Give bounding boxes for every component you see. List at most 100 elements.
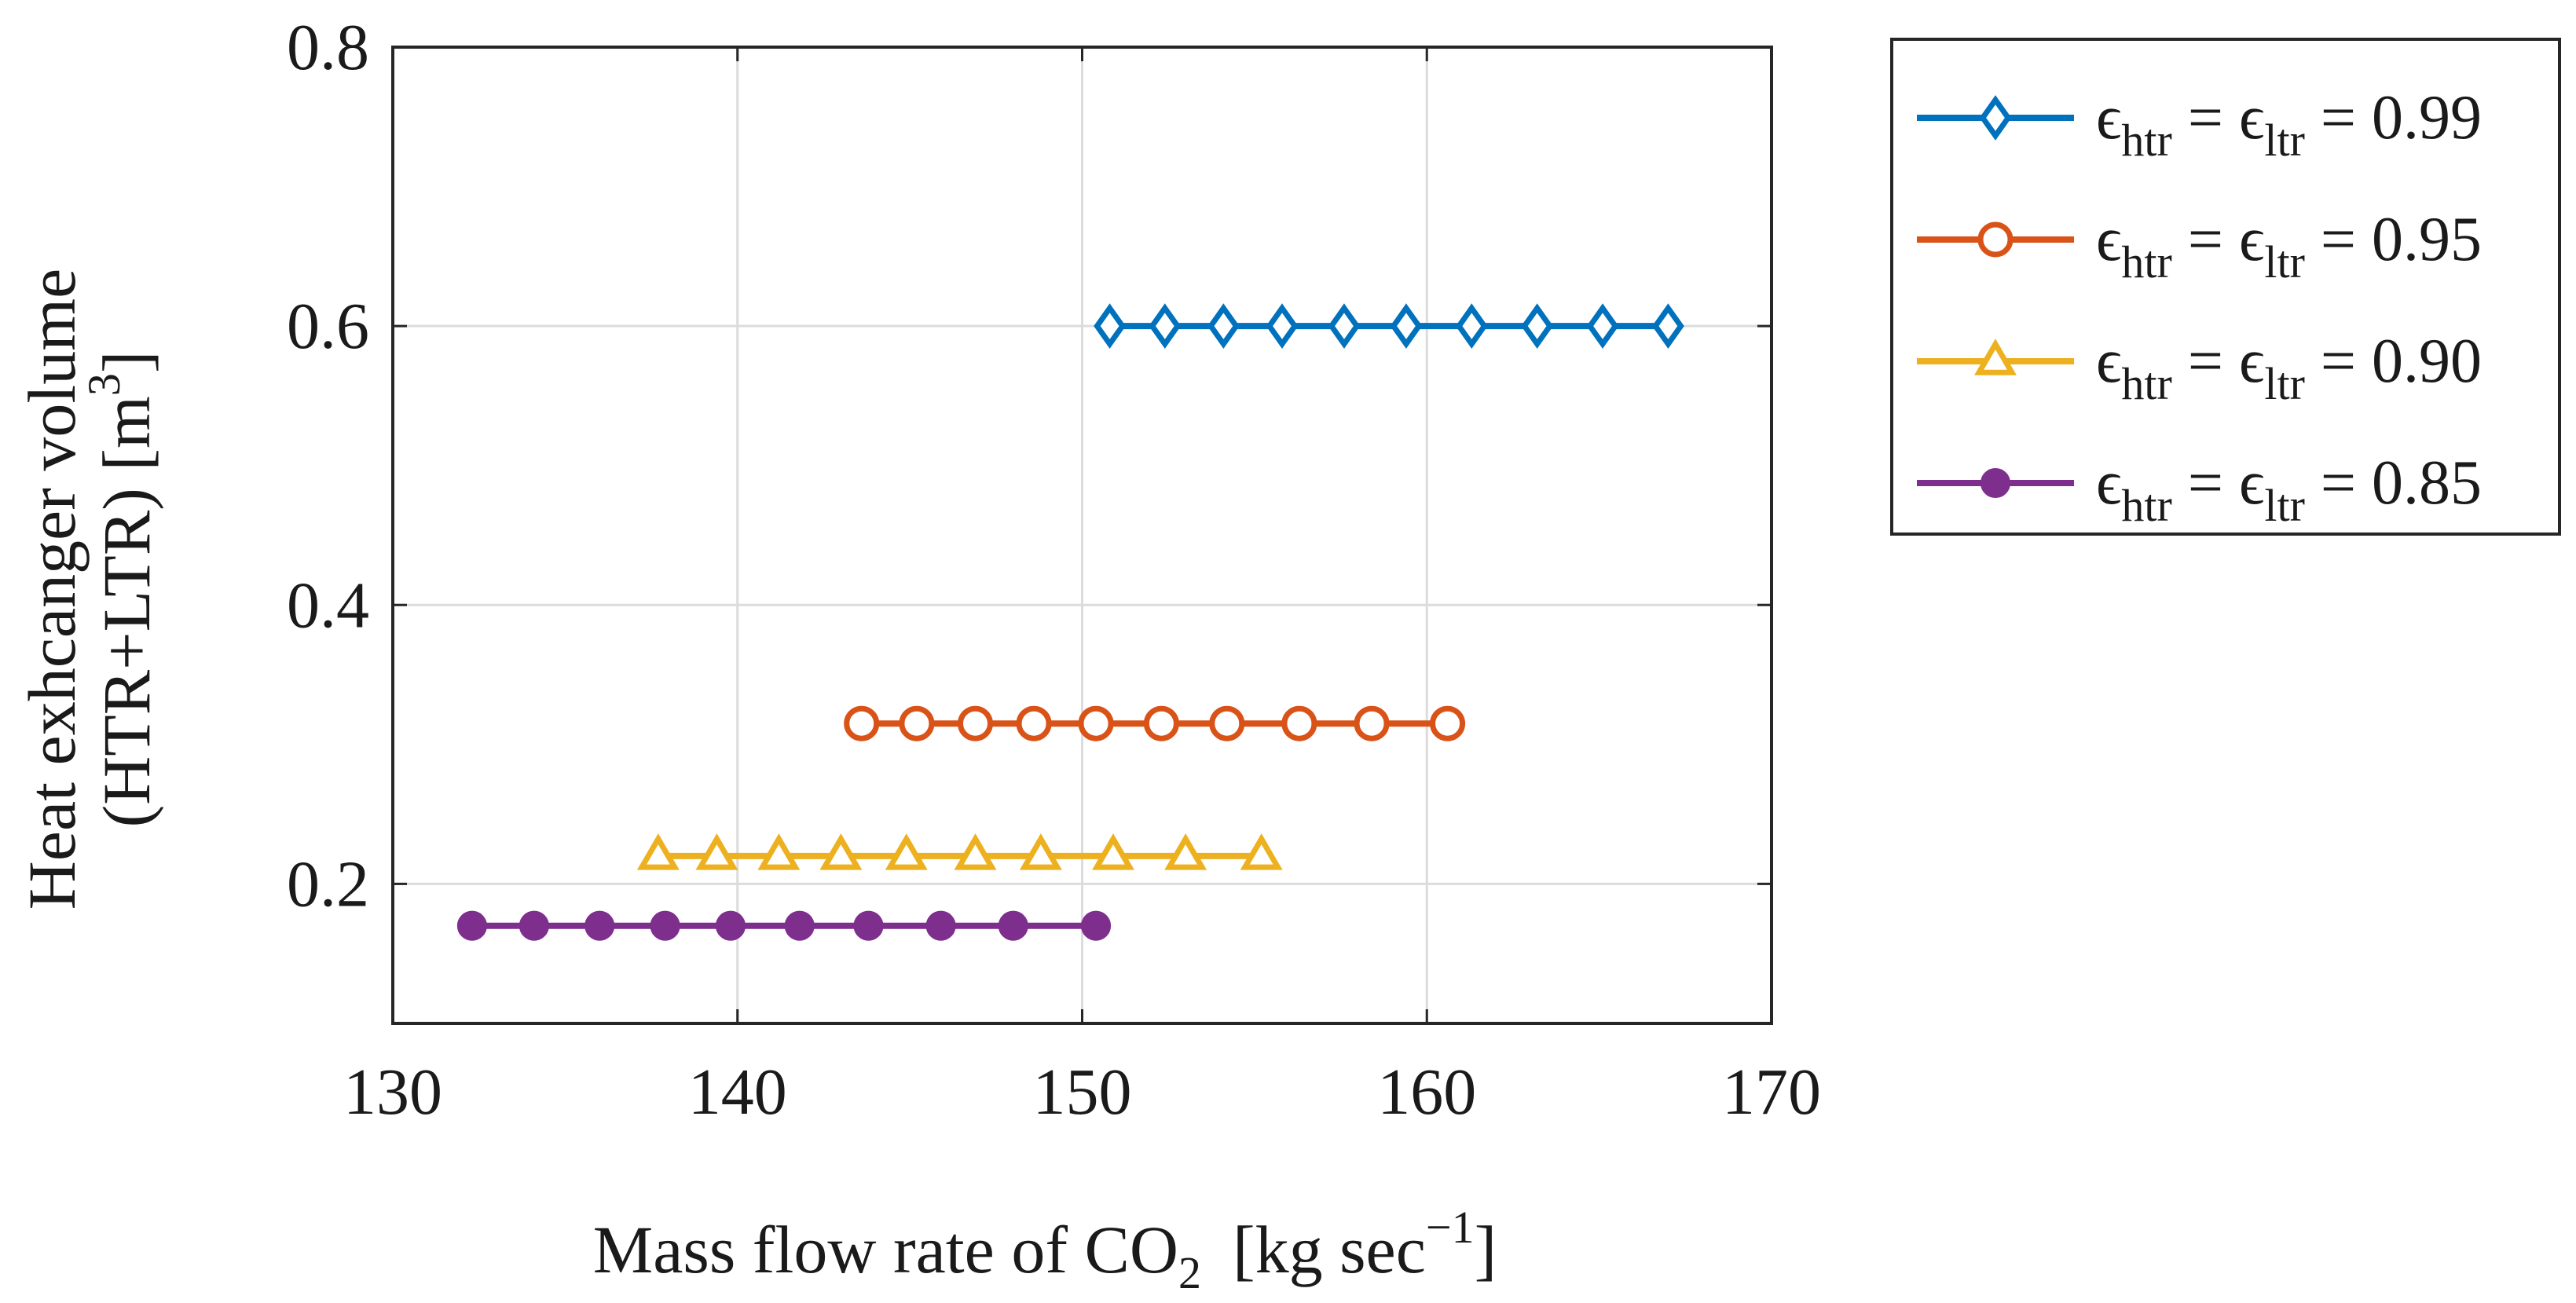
legend-item: ϵhtr = ϵltr = 0.85 [1917,448,2482,531]
data-point [1281,705,1317,741]
data-point [1521,303,1554,349]
y-axis-title-line2-sup: 3 [79,373,130,396]
x-axis-title: Mass flow rate of CO2 [kg sec−1] [593,1202,1497,1298]
legend-label-part: ϵ [2239,327,2264,396]
y-tick-label: 0.2 [287,847,369,921]
legend-label-part: ltr [2264,480,2305,531]
y-axis-title-line2-close: ] [89,351,164,374]
x-axis-title-main: Mass flow rate of CO [593,1212,1178,1287]
x-tick-label: 150 [1033,1056,1132,1129]
data-point [844,705,880,741]
data-point [957,705,993,741]
x-axis-title-sub: 2 [1178,1247,1201,1298]
legend-item: ϵhtr = ϵltr = 0.95 [1917,205,2482,287]
data-point [954,833,997,870]
data-point [1328,303,1361,349]
legend-item: ϵhtr = ϵltr = 0.99 [1917,83,2482,166]
data-point [1094,303,1127,349]
data-point [853,910,884,941]
legend-label-part: ϵ [2096,83,2121,152]
data-point [1016,705,1052,741]
x-axis-title-units-sup: −1 [1426,1202,1475,1253]
data-point [1240,833,1283,870]
data-point [695,833,738,870]
series-circle [844,705,1466,741]
data-point [925,910,956,941]
legend-label-part: htr [2121,236,2171,287]
legend-marker-circle [1977,221,2014,258]
legend-label-part: = 0.99 [2305,83,2482,152]
data-point [1143,705,1179,741]
legend-label-part: = 0.90 [2305,327,2482,396]
x-axis-title-units: [kg sec [1233,1212,1426,1287]
data-point [1207,303,1240,349]
series-triangle [636,833,1283,870]
legend-label: ϵhtr = ϵltr = 0.90 [2096,327,2482,409]
legend-label-part: ϵ [2239,83,2264,152]
series-layer [456,303,1684,941]
legend-marker-diamond [1979,95,2012,141]
y-tick-label: 0.6 [287,290,369,363]
data-point [456,910,487,941]
legend-label-part: ltr [2264,115,2305,166]
x-tick-label: 160 [1377,1056,1476,1129]
legend-label-part: ϵ [2239,448,2264,518]
data-point [584,910,615,941]
legend-label: ϵhtr = ϵltr = 0.99 [2096,83,2482,166]
legend-label-part: htr [2121,480,2171,531]
legend-marker-triangle [1974,339,2017,375]
legend-label-part: ϵ [2096,327,2121,396]
data-point [1651,303,1684,349]
data-point [518,910,549,941]
data-point [1209,705,1245,741]
data-point [1586,303,1619,349]
legend-label-part: = [2172,448,2239,518]
legend-label-part: ϵ [2096,205,2121,274]
data-point [757,833,801,870]
y-axis-title-line2-main: (HTR+LTR) [m [89,396,164,827]
series-filled-circle [456,910,1112,941]
legend-label-part: ltr [2264,358,2305,409]
legend-label-part: = [2172,83,2239,152]
y-tick-label: 0.4 [287,569,369,642]
y-axis-title-line2: (HTR+LTR) [m3] [79,351,164,828]
legend-label-part: = 0.95 [2305,205,2482,274]
data-point [819,833,863,870]
data-point [1092,833,1134,870]
data-point [1149,303,1182,349]
data-point [784,910,815,941]
grid-lines [391,46,1773,1023]
legend-label-part: = 0.85 [2305,448,2482,518]
legend-label-part: ϵ [2239,205,2264,274]
data-point [885,833,928,870]
legend-label: ϵhtr = ϵltr = 0.95 [2096,205,2482,287]
legend-label: ϵhtr = ϵltr = 0.85 [2096,448,2482,531]
legend-label-part: ltr [2264,236,2305,287]
legend-label-part: ϵ [2096,448,2121,518]
y-axis-title: Heat exhcanger volume (HTR+LTR) [m3] [14,269,164,910]
x-tick-label: 130 [343,1056,442,1129]
data-point [1078,705,1114,741]
data-point [715,910,746,941]
data-point [636,833,680,870]
data-point [1455,303,1488,349]
legend-label-part: htr [2121,358,2171,409]
legend-label-part: htr [2121,115,2171,166]
data-point [1354,705,1390,741]
data-point [998,910,1028,941]
legend-marker-filled-circle [1980,467,2011,499]
data-point [650,910,680,941]
data-point [1390,303,1423,349]
data-point [1430,705,1466,741]
axis-ticks: 130 140 150 160 170 0.2 0.4 0.6 0.8 [287,11,1821,1129]
y-axis-title-line1: Heat exhcanger volume [14,269,90,910]
data-point [1081,910,1112,941]
legend-item: ϵhtr = ϵltr = 0.90 [1917,327,2482,409]
data-point [899,705,935,741]
y-tick-label: 0.8 [287,11,369,84]
data-point [1019,833,1062,870]
data-point [1266,303,1299,349]
